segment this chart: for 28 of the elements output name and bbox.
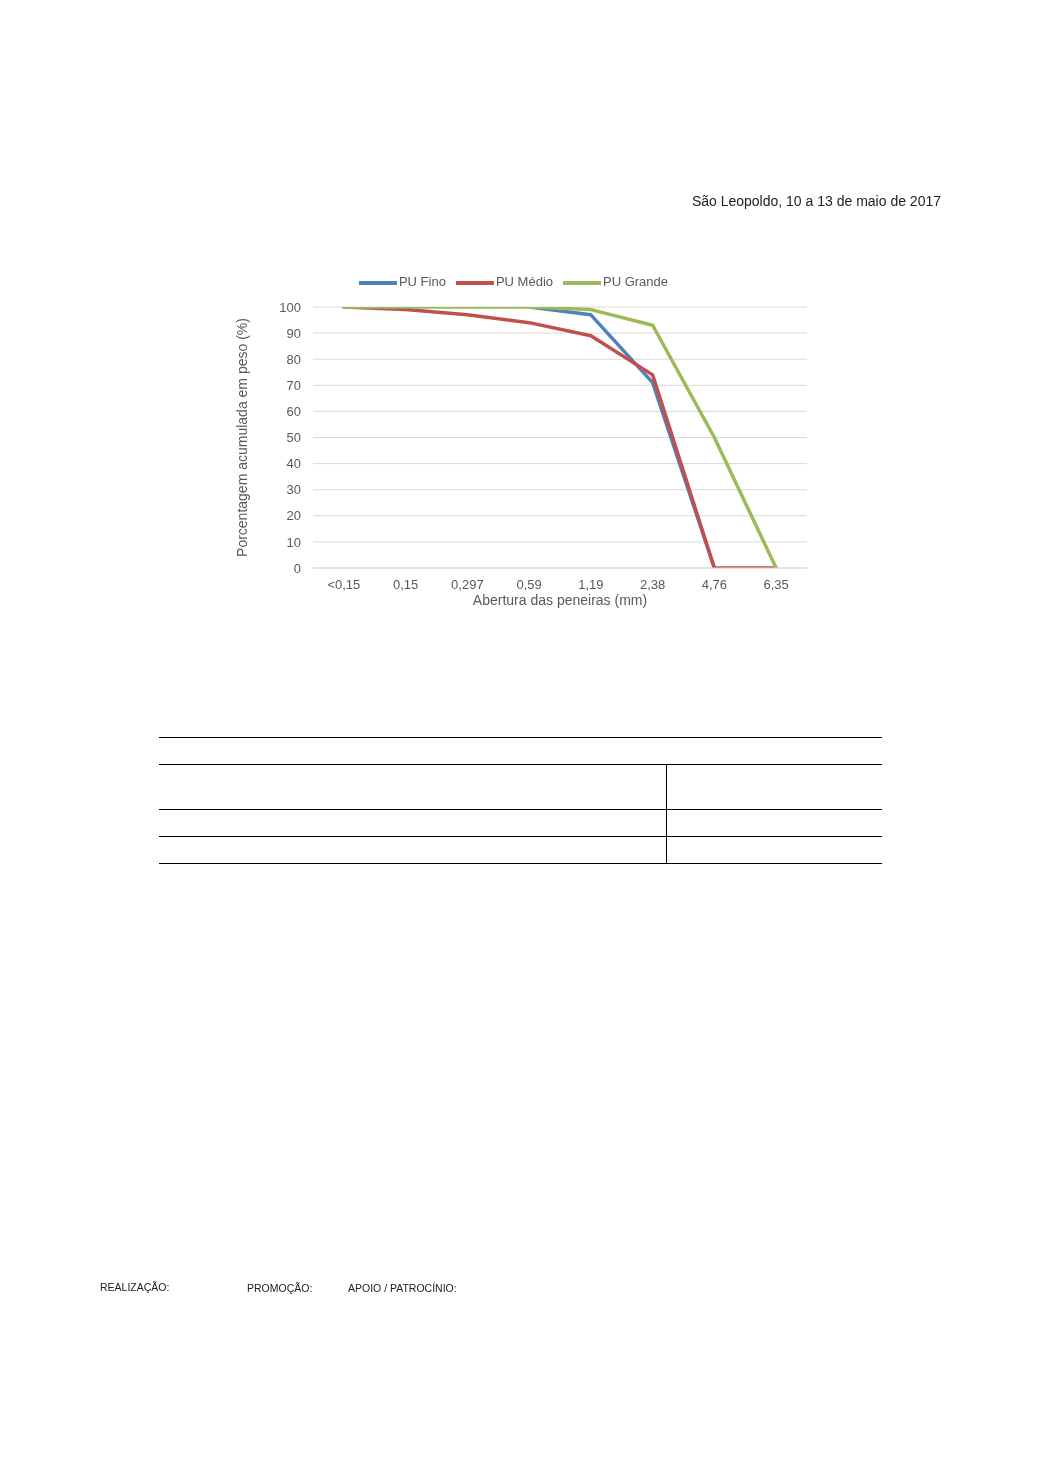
legend-label: PU Grande bbox=[603, 274, 669, 289]
y-tick-label: 0 bbox=[293, 560, 301, 576]
x-tick-label: 0,297 bbox=[451, 577, 484, 593]
y-tick-label: 20 bbox=[286, 508, 301, 524]
x-tick-label: 2,38 bbox=[639, 577, 666, 593]
y-tick-label: 10 bbox=[286, 534, 301, 550]
legend-label: PU Médio bbox=[495, 274, 553, 289]
legend-label: PU Fino bbox=[398, 274, 446, 289]
y-tick-label: 90 bbox=[286, 325, 301, 341]
x-tick-label: 1,19 bbox=[578, 577, 604, 593]
x-axis-title: Abertura das peneiras (mm) bbox=[472, 592, 648, 608]
x-tick-label: 0,15 bbox=[392, 577, 419, 593]
y-tick-label: 100 bbox=[279, 299, 301, 315]
text: APOIO / PATROCÍNIO: bbox=[348, 1282, 457, 1294]
y-tick-label: 30 bbox=[286, 482, 301, 498]
text: São Leopoldo, 10 a 13 de maio de 2017 bbox=[691, 193, 941, 209]
y-axis-title: Porcentagem acumulada em peso (%) bbox=[234, 318, 250, 557]
y-tick-label: 80 bbox=[286, 351, 301, 367]
text: PROMOÇÃO: bbox=[247, 1282, 313, 1294]
y-tick-label: 70 bbox=[286, 377, 301, 393]
text: REALIZAÇÃO: bbox=[100, 1281, 170, 1293]
x-tick-label: 4,76 bbox=[701, 577, 728, 593]
x-tick-label: <0,15 bbox=[327, 577, 361, 593]
x-tick-label: 6,35 bbox=[763, 577, 789, 593]
y-tick-label: 60 bbox=[286, 404, 301, 420]
y-tick-label: 40 bbox=[286, 456, 301, 472]
x-tick-label: 0,59 bbox=[516, 577, 542, 593]
y-tick-label: 50 bbox=[286, 430, 301, 446]
